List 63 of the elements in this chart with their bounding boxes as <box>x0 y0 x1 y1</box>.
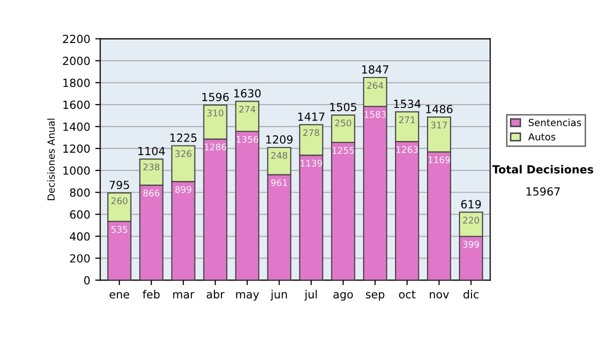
data-label: 326 <box>175 150 192 158</box>
total-label: 795 <box>110 180 130 190</box>
data-label: 399 <box>463 240 479 248</box>
data-label: 1255 <box>332 147 354 154</box>
x-tick-label: oct <box>399 290 416 298</box>
data-label: 1139 <box>300 160 322 167</box>
data-label: 1583 <box>364 111 386 118</box>
y-tick-label: 600 <box>70 210 90 219</box>
x-tick-label: ago <box>333 292 353 301</box>
x-tick-label: mar <box>173 292 194 298</box>
data-label: 317 <box>431 122 447 128</box>
total-label: 1847 <box>362 65 388 74</box>
x-tick-label: nov <box>430 292 449 298</box>
data-label: 238 <box>143 164 160 170</box>
total-label: 619 <box>461 200 481 208</box>
total-label: 1596 <box>202 92 229 102</box>
data-label: 248 <box>271 152 288 159</box>
y-tick-label: 1400 <box>63 122 90 131</box>
data-label: 899 <box>175 186 192 193</box>
total-label: 1630 <box>234 89 261 98</box>
y-tick-label: 2200 <box>63 34 90 44</box>
data-label: 260 <box>111 197 128 204</box>
x-tick-label: may <box>236 292 260 301</box>
total-label: 1104 <box>138 146 165 156</box>
legend-label: Sentencias <box>528 118 582 126</box>
y-tick-label: 2000 <box>63 56 90 66</box>
y-tick-label: 800 <box>70 188 90 197</box>
total-label: 1486 <box>426 104 452 114</box>
y-tick-label: 200 <box>70 254 90 263</box>
x-tick-label: jul <box>304 290 317 301</box>
data-label: 535 <box>111 226 128 233</box>
data-label: 271 <box>399 116 415 124</box>
text: Total Decisiones <box>492 164 594 174</box>
x-tick-label: feb <box>142 290 160 298</box>
legend-label: Autos <box>528 133 556 140</box>
data-label: 220 <box>463 216 480 224</box>
y-tick-label: 1000 <box>63 166 90 175</box>
y-tick-label: 0 <box>84 276 90 285</box>
y-axis-title: Decisiones Anual <box>47 118 55 200</box>
total-label: 1534 <box>394 100 421 108</box>
total-label: 1225 <box>170 134 196 142</box>
total-label: 1417 <box>298 112 324 121</box>
data-label: 310 <box>207 110 224 116</box>
y-tick-label: 1200 <box>63 144 90 153</box>
x-tick-label: dic <box>464 290 478 298</box>
x-tick-label: jun <box>270 290 287 301</box>
data-label: 264 <box>367 82 384 89</box>
data-label: 866 <box>143 190 160 197</box>
y-tick-label: 1800 <box>63 78 90 88</box>
data-label: 250 <box>335 120 352 126</box>
data-label: 1263 <box>396 146 418 153</box>
data-label: 278 <box>303 129 320 136</box>
total-label: 1209 <box>266 135 293 144</box>
data-label: 274 <box>239 106 256 113</box>
total-label: 1505 <box>330 102 356 112</box>
data-label: 961 <box>271 179 287 186</box>
data-label: 1169 <box>428 156 450 164</box>
text: 15967 <box>526 187 560 196</box>
x-tick-label: abr <box>206 290 224 298</box>
y-tick-label: 400 <box>70 232 90 241</box>
x-tick-label: ene <box>110 292 130 298</box>
y-tick-label: 1600 <box>63 100 90 109</box>
x-tick-label: sep <box>366 292 384 301</box>
